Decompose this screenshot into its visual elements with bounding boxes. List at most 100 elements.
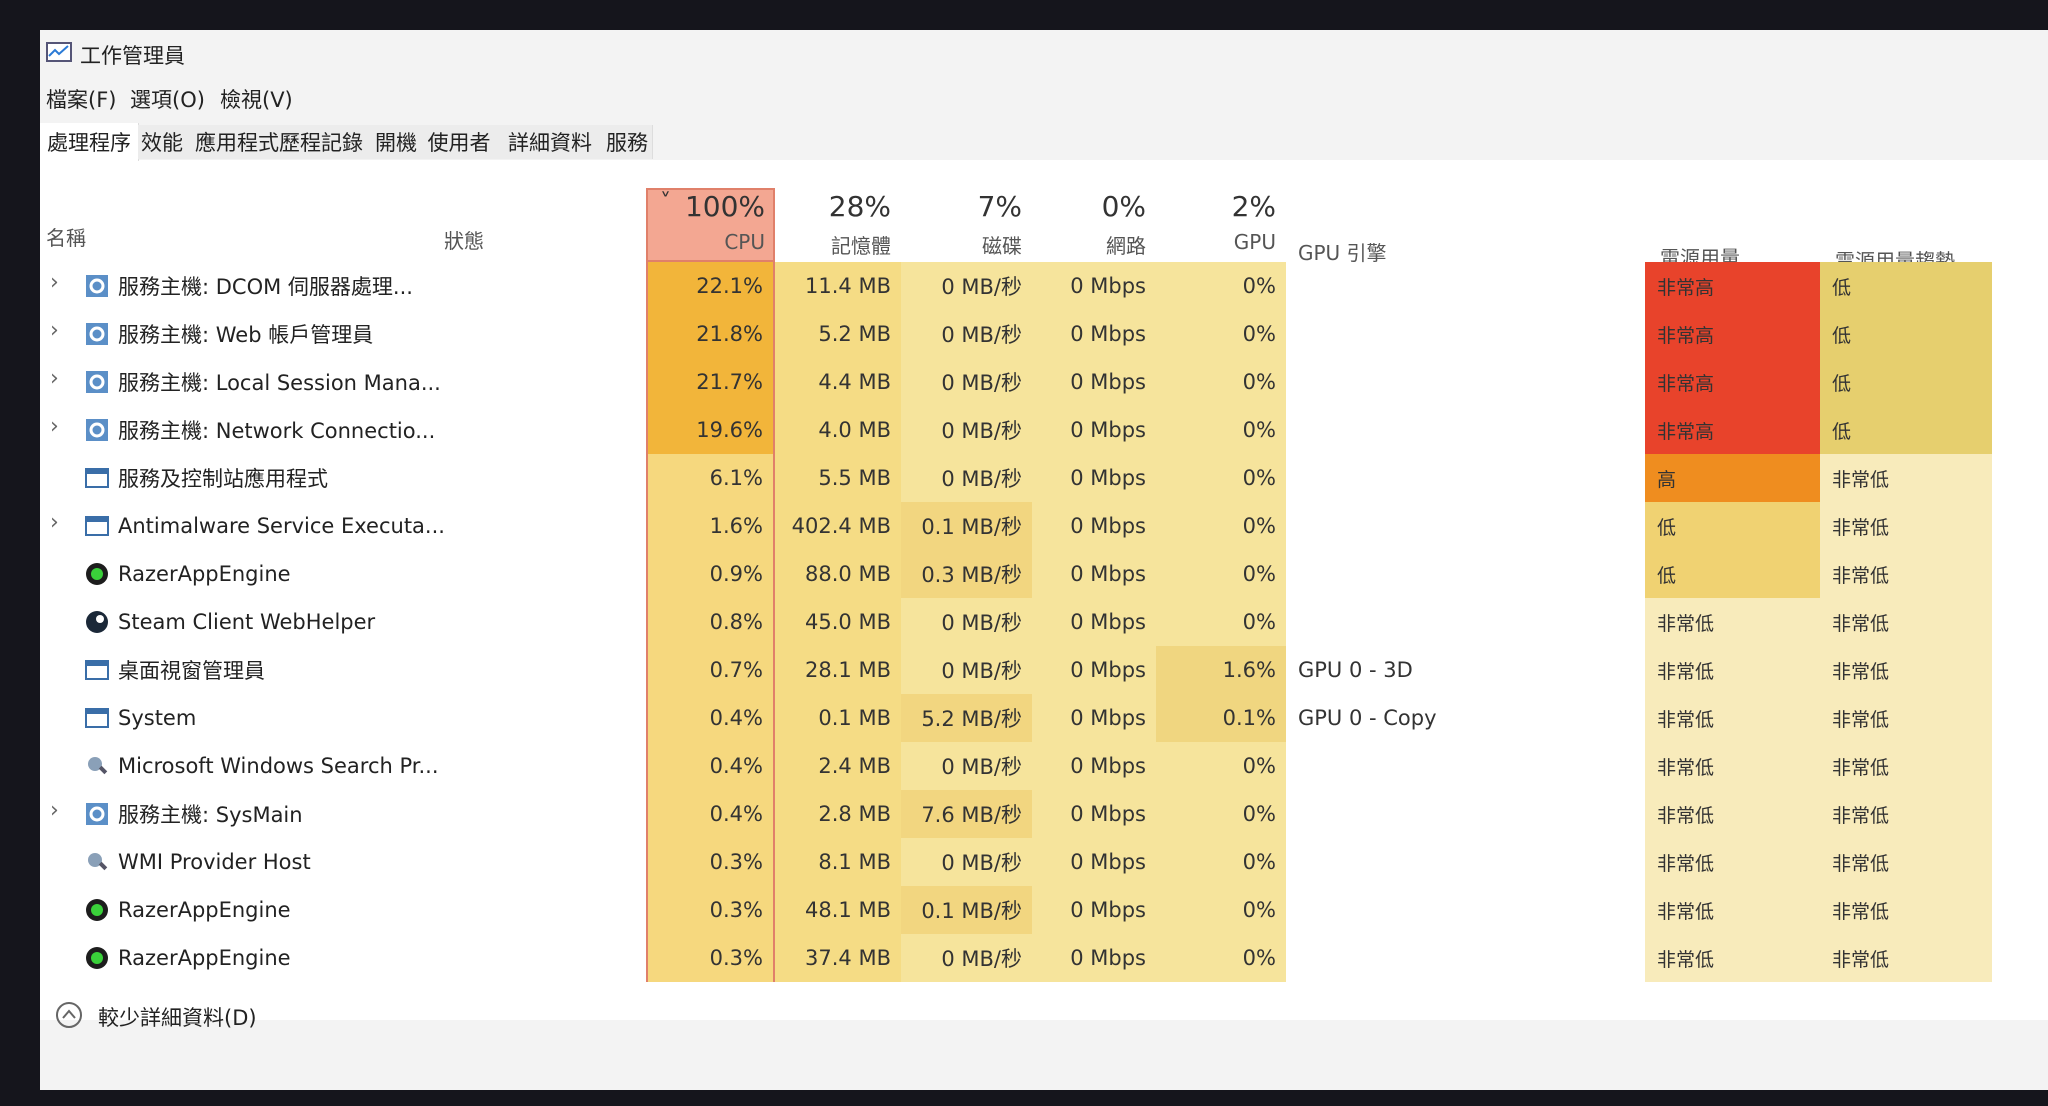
process-name[interactable]: WMI Provider Host <box>118 850 311 874</box>
metric-cell: 0% <box>1156 310 1286 358</box>
expand-arrow[interactable]: › <box>50 366 59 391</box>
process-name[interactable]: Steam Client WebHelper <box>118 610 376 634</box>
column-percent: 2% <box>1231 190 1276 223</box>
power-cell: 非常低 <box>1645 790 1820 838</box>
column-header: GPU 引擎 <box>1298 241 1387 265</box>
expand-arrow[interactable]: › <box>50 414 59 439</box>
metric-cell: 0% <box>1156 550 1286 598</box>
power-cell: 非常低 <box>1645 886 1820 934</box>
metric-cell: 0% <box>1156 262 1286 310</box>
process-icon <box>86 563 108 585</box>
process-name[interactable]: 服務主機: Network Connectio... <box>118 419 436 443</box>
menu-item[interactable]: 檔案(F) <box>46 88 117 112</box>
power-trend-cell: 非常低 <box>1820 454 1992 502</box>
metric-cell: 0% <box>1156 406 1286 454</box>
column-percent: 7% <box>977 190 1022 223</box>
tab[interactable]: 詳細資料 <box>498 125 603 159</box>
column-percent: 28% <box>828 190 891 223</box>
menu-item[interactable]: 選項(O) <box>130 88 205 112</box>
tab[interactable]: 服務 <box>602 125 653 159</box>
metric-cell: 0 MB/秒 <box>901 742 1032 790</box>
power-cell: 高 <box>1645 454 1820 502</box>
cpu-header-bg <box>646 188 775 262</box>
expand-arrow[interactable]: › <box>50 270 59 295</box>
process-name[interactable]: 服務主機: Web 帳戶管理員 <box>118 323 374 347</box>
menu-item[interactable]: 檢視(V) <box>220 88 293 112</box>
process-icon <box>88 853 108 871</box>
process-name[interactable]: 服務及控制站應用程式 <box>118 467 328 491</box>
process-name[interactable]: RazerAppEngine <box>118 946 291 970</box>
power-cell: 非常低 <box>1645 646 1820 694</box>
metric-cell: 0 Mbps <box>1032 934 1156 982</box>
tab[interactable]: 應用程式歷程記錄 <box>186 125 373 159</box>
metric-cell: 7.6 MB/秒 <box>901 790 1032 838</box>
process-name[interactable]: Antimalware Service Executa... <box>118 514 445 538</box>
metric-cell: 0 Mbps <box>1032 262 1156 310</box>
process-name[interactable]: 桌面視窗管理員 <box>118 659 265 683</box>
metric-cell: 0% <box>1156 742 1286 790</box>
metric-cell: 0.3% <box>646 934 775 982</box>
metric-cell: 0.3 MB/秒 <box>901 550 1032 598</box>
process-icon <box>86 947 108 969</box>
metric-cell: 0 Mbps <box>1032 694 1156 742</box>
metric-cell: 37.4 MB <box>775 934 901 982</box>
process-name[interactable]: RazerAppEngine <box>118 898 291 922</box>
gpu-engine-cell: GPU 0 - 3D <box>1298 658 1413 682</box>
process-name[interactable]: 服務主機: DCOM 伺服器處理... <box>118 275 413 299</box>
metric-cell: 0.1 MB/秒 <box>901 886 1032 934</box>
power-cell: 非常高 <box>1645 358 1820 406</box>
power-trend-cell: 非常低 <box>1820 742 1992 790</box>
process-name[interactable]: RazerAppEngine <box>118 562 291 586</box>
process-name[interactable]: System <box>118 706 197 730</box>
metric-cell: 45.0 MB <box>775 598 901 646</box>
metric-cell: 0% <box>1156 886 1286 934</box>
window-title: 工作管理員 <box>80 44 185 68</box>
tab[interactable]: 使用者 <box>420 125 499 159</box>
metric-cell: 8.1 MB <box>775 838 901 886</box>
metric-cell: 0.3% <box>646 838 775 886</box>
column-label: GPU <box>1233 230 1276 254</box>
tab[interactable]: 處理程序 <box>40 123 139 161</box>
metric-cell: 0% <box>1156 934 1286 982</box>
process-name[interactable]: 服務主機: SysMain <box>118 803 303 827</box>
process-icon <box>85 468 109 488</box>
task-manager-window: 工作管理員 較少詳細資料(D) 檔案(F) 選項(O) 檢視(V) 處理程序 效能 應用程… <box>40 30 2048 1090</box>
power-cell: 非常高 <box>1645 310 1820 358</box>
power-trend-cell: 非常低 <box>1820 694 1992 742</box>
process-icon <box>86 371 108 393</box>
metric-cell: 0.1 MB/秒 <box>901 502 1032 550</box>
metric-cell: 2.8 MB <box>775 790 901 838</box>
metric-cell: 4.4 MB <box>775 358 901 406</box>
metric-cell: 0 Mbps <box>1032 358 1156 406</box>
metric-cell: 0 MB/秒 <box>901 310 1032 358</box>
metric-cell: 0 Mbps <box>1032 886 1156 934</box>
power-trend-cell: 非常低 <box>1820 550 1992 598</box>
metric-cell: 19.6% <box>646 406 775 454</box>
metric-cell: 11.4 MB <box>775 262 901 310</box>
metric-cell: 0 Mbps <box>1032 550 1156 598</box>
expand-arrow[interactable]: › <box>50 798 59 823</box>
process-name[interactable]: 服務主機: Local Session Mana... <box>118 371 441 395</box>
metric-cell: 22.1% <box>646 262 775 310</box>
power-cell: 非常高 <box>1645 262 1820 310</box>
power-cell: 低 <box>1645 550 1820 598</box>
power-trend-cell: 低 <box>1820 358 1992 406</box>
metric-cell: 0 Mbps <box>1032 598 1156 646</box>
metric-cell: 0 Mbps <box>1032 838 1156 886</box>
expand-arrow[interactable]: › <box>50 510 59 535</box>
tab[interactable]: 效能 <box>138 125 187 159</box>
expand-arrow[interactable]: › <box>50 318 59 343</box>
metric-cell: 0 Mbps <box>1032 310 1156 358</box>
metric-cell: 0.3% <box>646 886 775 934</box>
metric-cell: 0% <box>1156 454 1286 502</box>
tab[interactable]: 開機 <box>372 125 421 159</box>
fewer-details[interactable]: 較少詳細資料(D) <box>98 1006 257 1030</box>
metric-cell: 0.8% <box>646 598 775 646</box>
collapse-icon[interactable] <box>54 1000 84 1030</box>
metric-cell: 0 MB/秒 <box>901 934 1032 982</box>
metric-cell: 0% <box>1156 838 1286 886</box>
process-name[interactable]: Microsoft Windows Search Pr... <box>118 754 439 778</box>
metric-cell: 0.1 MB <box>775 694 901 742</box>
power-cell: 非常低 <box>1645 838 1820 886</box>
